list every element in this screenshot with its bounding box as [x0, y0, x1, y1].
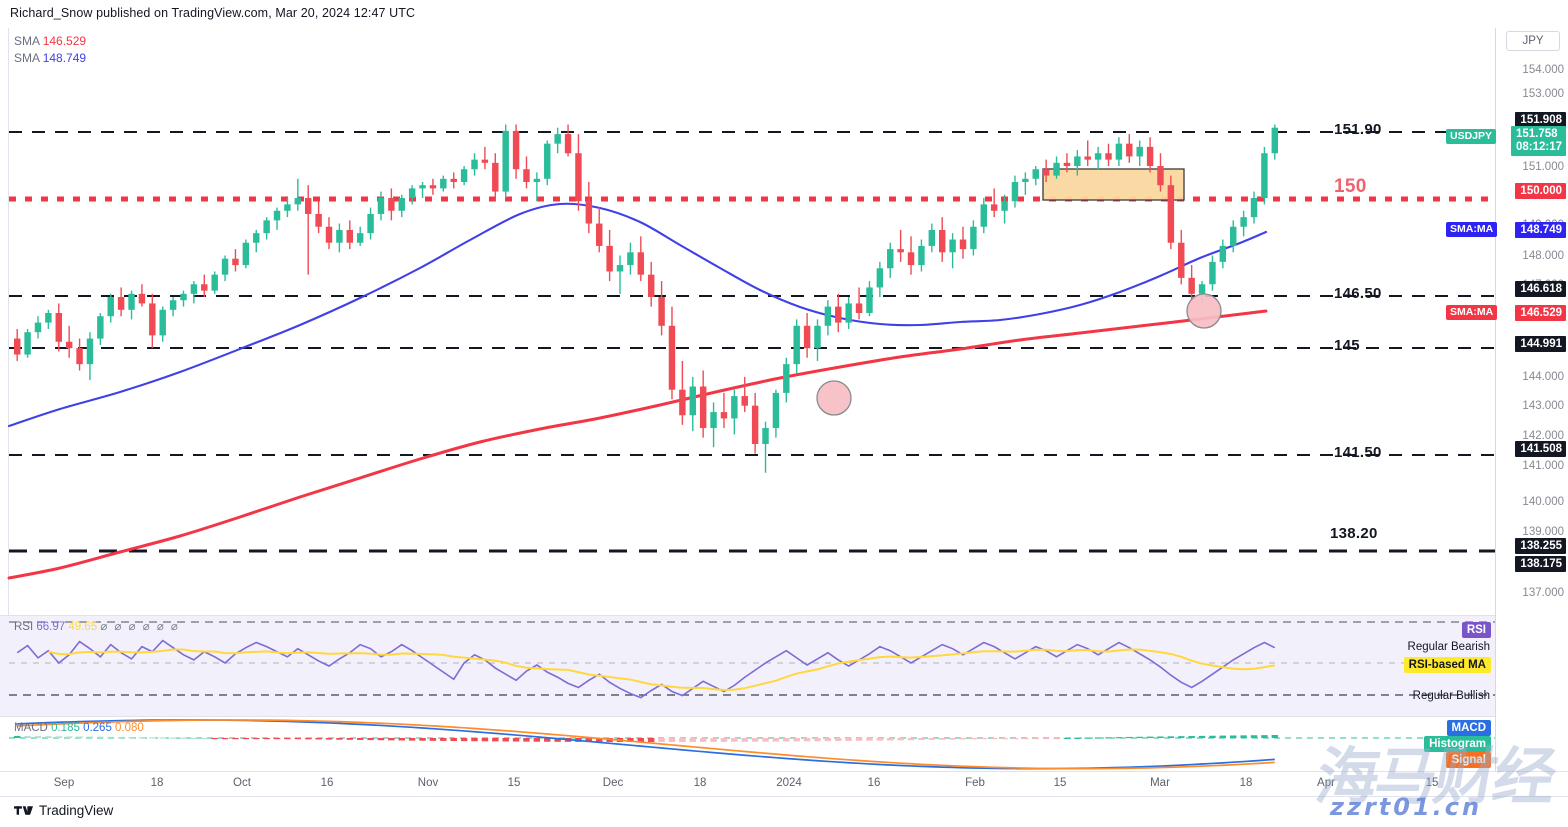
- macd-pane-separator: [0, 716, 1495, 717]
- plot-left-border: [8, 28, 9, 771]
- price-axis-badge-148-749[interactable]: 148.749: [1515, 222, 1566, 238]
- tradingview-mark-icon: [14, 806, 33, 815]
- time-axis-tick: 18: [693, 777, 707, 789]
- level-label-146-50: 146.50: [1334, 285, 1382, 302]
- rsi-pane[interactable]: [0, 616, 1495, 716]
- price-axis-tick: 154.000: [1522, 64, 1564, 76]
- price-axis-tick: 148.000: [1522, 250, 1564, 262]
- macd-chip: MACD: [1446, 720, 1491, 736]
- time-axis[interactable]: Sep 18 Oct 16 Nov 15 Dec 18 2024 16 Feb 15 Mar 18 Apr 1…: [0, 771, 1568, 797]
- rsi-bearish-label: Regular Bearish: [1407, 641, 1490, 653]
- histogram-chip: Histogram: [1424, 736, 1491, 752]
- rsi-chip: RSI: [1461, 622, 1491, 638]
- legend-sma-slow-name: SMA: [14, 34, 40, 48]
- legend-sma-fast-value: 148.749: [42, 51, 87, 65]
- level-label-151-90: 151.90: [1334, 121, 1382, 138]
- macd-legend: MACD 0.185 0.265 0.080: [14, 720, 144, 737]
- time-axis-tick: 18: [1239, 777, 1253, 789]
- time-axis-tick: Nov: [417, 777, 439, 789]
- byline: Richard_Snow published on TradingView.co…: [10, 6, 416, 20]
- badge-countdown: 08:12:17: [1515, 140, 1562, 153]
- level-label-138-20: 138.20: [1330, 525, 1378, 542]
- tradingview-logo[interactable]: TradingView: [14, 803, 113, 818]
- macd-legend-macd: 0.265: [83, 722, 112, 734]
- price-axis-badge-144-991[interactable]: 144.991: [1515, 336, 1566, 352]
- legend-row-sma-slow: SMA 146.529: [14, 33, 86, 50]
- series-tag-sma-ma[interactable]: SMA:MA: [1446, 222, 1498, 237]
- badge-price: 144.991: [1520, 337, 1562, 350]
- price-axis-tick: 142.000: [1522, 430, 1564, 442]
- price-axis-badge-141-508[interactable]: 141.508: [1515, 441, 1566, 457]
- price-axis-tick: 153.000: [1522, 88, 1564, 100]
- badge-price: 141.508: [1520, 442, 1562, 455]
- badge-price: 146.529: [1520, 306, 1562, 319]
- price-axis-badge-138-175[interactable]: 138.175: [1515, 556, 1566, 572]
- price-axis-tick: 140.000: [1522, 496, 1564, 508]
- badge-price: 151.758: [1515, 128, 1558, 140]
- price-axis-badge-151-758[interactable]: 151.758 08:12:17: [1510, 126, 1566, 156]
- rsi-legend: RSI 66.97 49.65 ⌀ ⌀ ⌀ ⌀ ⌀ ⌀: [14, 619, 180, 636]
- rsi-legend-empty-slots: ⌀ ⌀ ⌀ ⌀ ⌀ ⌀: [100, 621, 180, 633]
- legend-sma-fast-name: SMA: [14, 51, 40, 65]
- rsi-pane-separator: [0, 615, 1495, 616]
- level-label-150: 150: [1334, 176, 1367, 197]
- badge-price: 150.000: [1520, 184, 1562, 197]
- badge-price: 146.618: [1520, 282, 1562, 295]
- rsi-legend-value: 66.97: [36, 621, 66, 633]
- level-label-145: 145: [1334, 337, 1360, 354]
- time-axis-tick: Mar: [1150, 777, 1170, 789]
- rsi-legend-name: RSI: [14, 621, 34, 633]
- price-pane[interactable]: [0, 28, 1495, 614]
- time-axis-tick: 15: [1053, 777, 1067, 789]
- time-axis-tick: 15: [1425, 777, 1439, 789]
- price-axis-badge-151-908[interactable]: 151.908: [1515, 112, 1566, 128]
- time-axis-tick: 16: [867, 777, 881, 789]
- series-tag-sma-ma[interactable]: SMA:MA: [1446, 305, 1498, 320]
- series-tag-usdjpy[interactable]: USDJPY: [1446, 129, 1497, 144]
- tradingview-wordmark: TradingView: [39, 803, 114, 818]
- price-legend: SMA 146.529 SMA 148.749: [14, 33, 86, 67]
- price-axis-badge-146-529[interactable]: 146.529: [1515, 305, 1566, 321]
- time-axis-tick: Feb: [965, 777, 985, 789]
- price-axis-tick: 143.000: [1522, 400, 1564, 412]
- time-axis-tick: Oct: [233, 777, 251, 789]
- legend-row-sma-fast: SMA 148.749: [14, 50, 86, 67]
- time-axis-tick: 15: [507, 777, 521, 789]
- legend-sma-slow-value: 146.529: [42, 34, 87, 48]
- macd-legend-hist: 0.185: [51, 722, 80, 734]
- price-axis-tick: 141.000: [1522, 460, 1564, 472]
- macd-legend-signal: 0.080: [115, 722, 144, 734]
- badge-price: 138.175: [1520, 557, 1562, 570]
- time-axis-tick: Apr: [1317, 777, 1335, 789]
- time-axis-tick: 16: [320, 777, 334, 789]
- level-label-141-50: 141.50: [1334, 444, 1382, 461]
- badge-price: 151.908: [1520, 113, 1562, 126]
- time-axis-tick: Sep: [53, 777, 75, 789]
- rsi-bullish-label: Regular Bullish: [1412, 690, 1490, 702]
- price-axis-tick: 144.000: [1522, 371, 1564, 383]
- footer: TradingView: [0, 798, 1568, 827]
- price-axis-badge-150-000[interactable]: 150.000: [1515, 183, 1566, 199]
- time-axis-tick: Dec: [602, 777, 624, 789]
- price-axis-tick: 137.000: [1522, 587, 1564, 599]
- price-axis-tick: 151.000: [1522, 161, 1564, 173]
- macd-legend-name: MACD: [14, 722, 48, 734]
- badge-price: 138.255: [1520, 539, 1562, 552]
- rsi-based-ma-chip: RSI-based MA: [1403, 657, 1491, 673]
- currency-chip[interactable]: JPY: [1506, 31, 1560, 51]
- time-axis-tick: 2024: [776, 777, 802, 789]
- signal-chip: Signal: [1446, 752, 1491, 768]
- price-axis-badge-138-255[interactable]: 138.255: [1515, 538, 1566, 554]
- badge-price: 148.749: [1520, 223, 1562, 236]
- time-axis-tick: 18: [150, 777, 164, 789]
- price-axis[interactable]: JPY 154.000153.000151.000149.000148.0001…: [1495, 28, 1568, 771]
- price-axis-tick: 139.000: [1522, 526, 1564, 538]
- rsi-legend-ma-value: 49.65: [68, 621, 98, 633]
- price-axis-badge-146-618[interactable]: 146.618: [1515, 281, 1566, 297]
